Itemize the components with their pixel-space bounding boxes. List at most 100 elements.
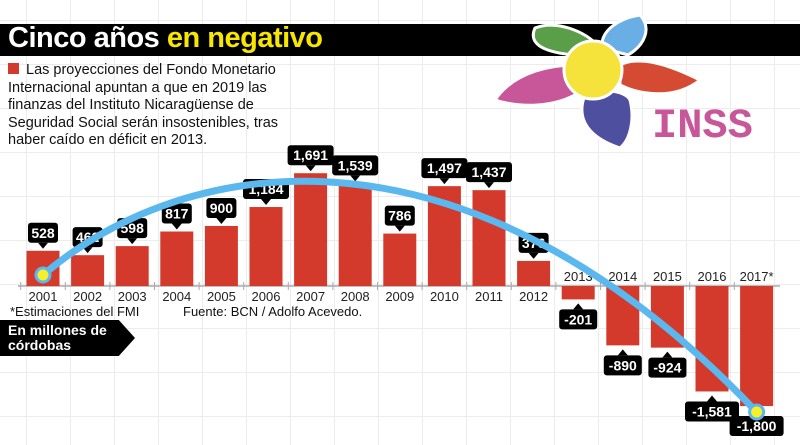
data-label-text: 1,539 bbox=[338, 157, 373, 173]
trend-start-dot bbox=[34, 266, 52, 284]
data-label-text: 900 bbox=[210, 200, 234, 216]
x-tick-label: 2006 bbox=[252, 289, 281, 304]
label-pointer bbox=[305, 165, 316, 172]
bar-2013 bbox=[561, 286, 595, 300]
label-box bbox=[421, 158, 468, 179]
label-pointer bbox=[216, 217, 227, 224]
data-label-text: -201 bbox=[564, 311, 592, 327]
x-tick-label: 2012 bbox=[519, 289, 548, 304]
data-label-text: 528 bbox=[31, 225, 55, 241]
x-tick-label: 2010 bbox=[430, 289, 459, 304]
label-box bbox=[72, 227, 103, 248]
label-pointer bbox=[171, 223, 182, 230]
title-highlight: en negativo bbox=[166, 22, 323, 54]
label-pointer bbox=[707, 395, 717, 402]
data-label-2007: 1,691 bbox=[287, 145, 334, 172]
bar-2011 bbox=[472, 190, 506, 286]
data-label-text: 1,497 bbox=[427, 160, 462, 176]
label-pointer bbox=[484, 182, 494, 189]
label-box bbox=[466, 162, 512, 183]
page-title: Cinco años en negativo bbox=[8, 22, 323, 55]
intro-text: Las proyecciones del Fondo Monetario Int… bbox=[8, 62, 308, 150]
x-tick-label: 2005 bbox=[207, 289, 236, 304]
data-label-text: 1,437 bbox=[471, 164, 506, 180]
title-main: Cinco años bbox=[8, 22, 160, 54]
data-label-text: -1,800 bbox=[737, 418, 777, 434]
data-label-text: 1,691 bbox=[293, 147, 328, 163]
x-tick-label: 2011 bbox=[475, 289, 503, 304]
x-tick-label: 2003 bbox=[118, 289, 147, 304]
logo-petal-pink bbox=[492, 63, 582, 107]
logo-center bbox=[562, 39, 624, 101]
bar-2007 bbox=[294, 173, 328, 286]
logo-petal-red bbox=[618, 59, 703, 96]
label-pointer bbox=[394, 225, 405, 232]
label-pointer bbox=[439, 178, 450, 185]
bar-2008 bbox=[338, 183, 372, 286]
trend-end-dot bbox=[748, 403, 766, 421]
label-box bbox=[384, 205, 415, 226]
unit-label: En millones de córdobas bbox=[0, 320, 135, 356]
x-tick-label: 2002 bbox=[73, 289, 102, 304]
data-label-text: -890 bbox=[609, 357, 637, 373]
bar-2004 bbox=[160, 231, 194, 286]
data-label-2005: 900 bbox=[206, 197, 237, 224]
label-box bbox=[685, 401, 739, 422]
header-bar bbox=[0, 24, 800, 56]
data-label-2017*: -1,800 bbox=[729, 410, 784, 437]
label-box bbox=[603, 355, 642, 376]
logo-petal-blue bbox=[600, 13, 648, 57]
bullet-square-icon bbox=[8, 63, 19, 74]
label-pointer bbox=[38, 242, 48, 249]
footnote: *Estimaciones del FMI bbox=[10, 304, 140, 319]
label-box bbox=[287, 145, 334, 166]
label-pointer bbox=[528, 252, 539, 259]
data-label-2009: 786 bbox=[384, 205, 415, 232]
label-box bbox=[332, 155, 379, 176]
trend-curve bbox=[39, 177, 761, 416]
x-tick-label: 2016 bbox=[698, 269, 727, 284]
bar-2006 bbox=[249, 207, 283, 286]
data-label-text: 817 bbox=[165, 206, 189, 222]
data-label-2001: 528 bbox=[28, 222, 58, 249]
logo-text: INSS bbox=[652, 102, 753, 150]
label-box bbox=[206, 197, 237, 218]
data-label-2013: -201 bbox=[559, 303, 598, 330]
x-tick-label: 2001 bbox=[29, 289, 58, 304]
label-box bbox=[161, 203, 192, 224]
label-pointer bbox=[261, 199, 271, 206]
bar-2012 bbox=[517, 260, 551, 286]
data-label-2008: 1,539 bbox=[332, 155, 379, 182]
data-label-2004: 817 bbox=[161, 203, 192, 230]
data-label-text: -1,581 bbox=[692, 403, 732, 419]
label-pointer bbox=[82, 247, 93, 254]
bar-2009 bbox=[383, 233, 417, 286]
label-pointer bbox=[662, 351, 673, 358]
label-pointer bbox=[350, 175, 361, 182]
x-tick-label: 2017* bbox=[740, 269, 774, 284]
label-pointer bbox=[617, 349, 628, 356]
source-note: Fuente: BCN / Adolfo Acevedo. bbox=[183, 304, 363, 319]
data-label-2010: 1,497 bbox=[421, 158, 468, 185]
label-box bbox=[559, 309, 598, 330]
x-tick-label: 2014 bbox=[608, 269, 637, 284]
bar-2003 bbox=[115, 246, 149, 286]
bar-2005 bbox=[204, 225, 238, 286]
data-label-text: 786 bbox=[388, 208, 412, 224]
x-tick-label: 2004 bbox=[162, 289, 191, 304]
unit-badge: En millones de córdobas bbox=[0, 160, 135, 356]
x-tick-label: 2007 bbox=[296, 289, 325, 304]
data-label-text: -924 bbox=[653, 360, 681, 376]
bar-2002 bbox=[71, 255, 105, 286]
data-label-2014: -890 bbox=[603, 349, 642, 376]
bar-2017* bbox=[740, 286, 774, 407]
label-pointer bbox=[573, 303, 584, 310]
label-box bbox=[28, 222, 58, 243]
data-label-2015: -924 bbox=[648, 351, 687, 378]
inss-logo: INSS bbox=[492, 13, 753, 150]
x-tick-label: 2008 bbox=[341, 289, 370, 304]
data-label-2016: -1,581 bbox=[685, 395, 739, 422]
label-pointer bbox=[127, 238, 138, 245]
x-tick-label: 2009 bbox=[385, 289, 414, 304]
